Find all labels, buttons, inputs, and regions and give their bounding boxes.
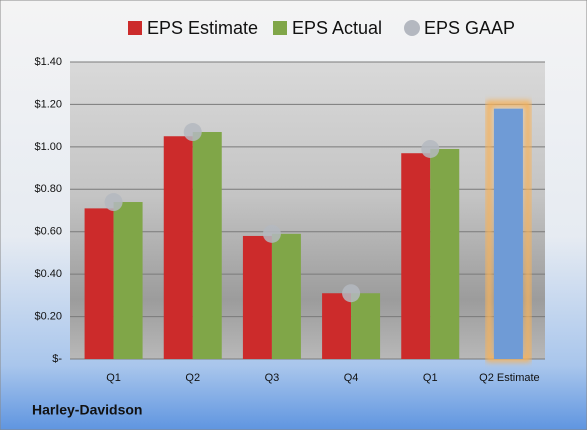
bar bbox=[430, 148, 460, 359]
bar bbox=[271, 233, 301, 359]
bar bbox=[163, 136, 193, 359]
bar bbox=[113, 202, 143, 359]
y-tick-label: $- bbox=[52, 353, 62, 365]
plot-area bbox=[70, 62, 545, 359]
bar bbox=[401, 153, 431, 359]
legend-label: EPS Estimate bbox=[147, 18, 258, 38]
y-tick-label: $0.20 bbox=[34, 310, 62, 322]
x-tick-label: Q2 bbox=[185, 372, 200, 384]
y-tick-label: $0.60 bbox=[34, 226, 62, 238]
y-tick-label: $0.80 bbox=[34, 183, 62, 195]
x-tick-label: Q2 Estimate bbox=[479, 372, 540, 384]
x-tick-label: Q1 bbox=[106, 372, 121, 384]
legend-marker bbox=[128, 21, 142, 35]
legend-marker bbox=[273, 21, 287, 35]
gaap-marker bbox=[183, 123, 202, 142]
y-tick-label: $1.00 bbox=[34, 141, 62, 153]
x-tick-label: Q1 bbox=[423, 372, 438, 384]
y-tick-label: $1.40 bbox=[34, 56, 62, 68]
y-tick-label: $0.40 bbox=[34, 268, 62, 280]
bar bbox=[322, 293, 352, 359]
legend-label: EPS Actual bbox=[292, 18, 382, 38]
x-tick-label: Q4 bbox=[344, 372, 359, 384]
gaap-marker bbox=[104, 193, 123, 212]
gaap-marker bbox=[262, 224, 281, 243]
bar bbox=[84, 208, 114, 359]
x-tick-label: Q3 bbox=[265, 372, 280, 384]
y-tick-label: $1.20 bbox=[34, 98, 62, 110]
bar bbox=[192, 132, 222, 359]
bar bbox=[351, 293, 381, 359]
footer: Harley-Davidson bbox=[32, 402, 142, 418]
legend-label: EPS GAAP bbox=[424, 18, 515, 38]
bar bbox=[242, 235, 272, 359]
gaap-marker bbox=[421, 139, 440, 158]
bar bbox=[493, 108, 523, 360]
legend-marker bbox=[404, 20, 420, 36]
gaap-marker bbox=[342, 284, 361, 303]
